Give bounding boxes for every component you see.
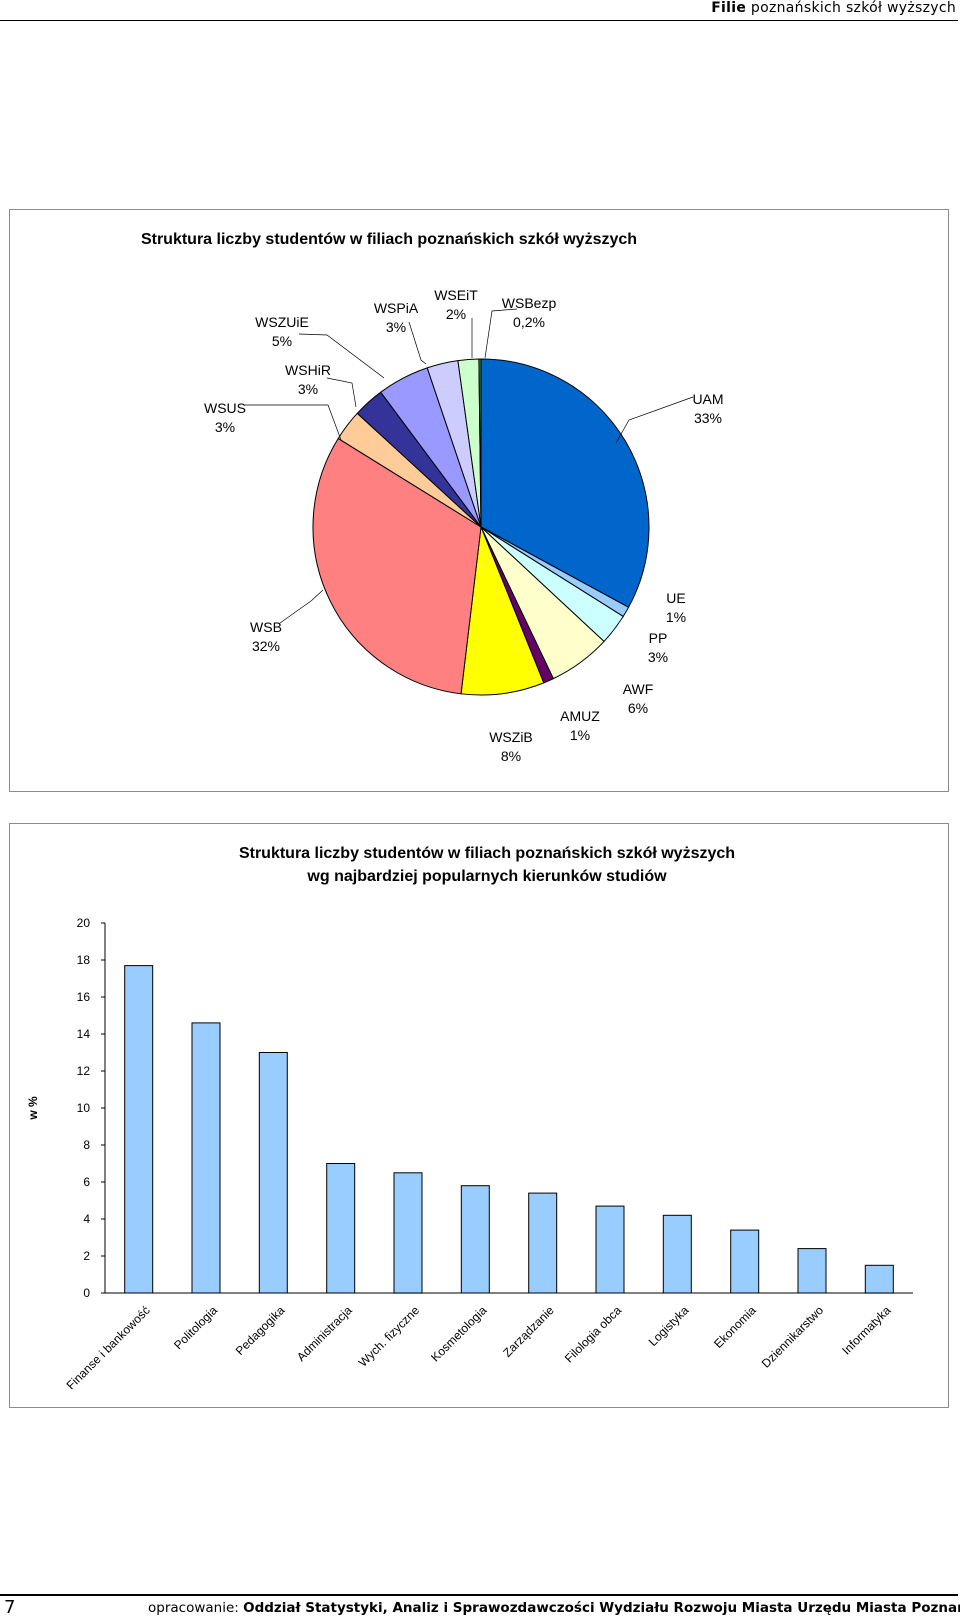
bar-zarzadzanie: [528, 1192, 558, 1294]
pie-leader-wszuie: [298, 333, 385, 379]
bar-filologia-obca: [595, 1205, 625, 1294]
y-tick-label-18: 18: [77, 953, 91, 967]
bar-finanse-i-bankowosc: [124, 965, 154, 1294]
pie-chart: Struktura liczby studentów w filiach poz…: [141, 231, 724, 764]
x-tick-label-logistyka: Logistyka: [646, 1303, 692, 1349]
y-tick-label-16: 16: [77, 990, 91, 1004]
y-tick-label-8: 8: [83, 1138, 90, 1152]
pie-label-wseit: WSEiT: [434, 287, 478, 303]
x-tick-label-administracja: Administracja: [294, 1303, 355, 1364]
pie-chart-box: Struktura liczby studentów w filiach poz…: [9, 209, 949, 792]
y-axis-label: w %: [26, 1096, 40, 1121]
pie-label-wsb: WSB: [250, 619, 282, 635]
y-tick-label-4: 4: [83, 1212, 90, 1226]
pie-label-wsus: WSUS: [204, 400, 246, 416]
y-tick-label-2: 2: [83, 1249, 90, 1263]
footer-author: Oddział Statystyki, Analiz i Sprawozdawc…: [243, 1600, 960, 1616]
x-tick-label-finanse-i-bankowosc: Finanse i bankowość: [64, 1303, 153, 1392]
bar-chart-box: Struktura liczby studentów w filiach poz…: [9, 823, 949, 1408]
pie-label-pp: PP: [649, 630, 668, 646]
pie-value-wszuie: 5%: [272, 333, 292, 349]
pie-leader-wshir: [326, 377, 357, 408]
bar-chart-subtitle: wg najbardziej popularnych kierunków stu…: [306, 868, 667, 885]
y-tick-label-20: 20: [77, 916, 91, 930]
pie-value-ue: 1%: [666, 609, 686, 625]
x-tick-label-ekonomia: Ekonomia: [711, 1303, 759, 1351]
bar-administracja: [326, 1163, 356, 1294]
pie-value-wszib: 8%: [501, 748, 521, 764]
pie-value-pp: 3%: [648, 649, 668, 665]
bar-politologia: [191, 1022, 221, 1294]
pie-slice-uam: [480, 358, 650, 608]
x-tick-label-wych-fizyczne: Wych. fizyczne: [356, 1303, 423, 1370]
y-tick-label-12: 12: [77, 1064, 91, 1078]
x-tick-label-informatyka: Informatyka: [839, 1303, 893, 1357]
bar-chart: Struktura liczby studentów w filiach poz…: [26, 845, 913, 1392]
pie-slice-wsbezp: [478, 358, 482, 528]
bar-logistyka: [662, 1214, 692, 1294]
x-tick-label-pedagogika: Pedagogika: [233, 1303, 288, 1358]
pie-slice-wsb: [312, 437, 482, 695]
pie-value-wsb: 32%: [252, 638, 280, 654]
footer-credit: opracowanie: Oddział Statystyki, Analiz …: [148, 1600, 960, 1616]
x-tick-label-zarzadzanie: Zarządzanie: [500, 1303, 557, 1360]
header-title-bold: Filie: [711, 0, 747, 16]
pie-leader-wsbezp: [484, 308, 518, 359]
y-tick-label-14: 14: [77, 1027, 91, 1041]
bar-kosmetologia: [460, 1185, 490, 1294]
pie-label-amuz: AMUZ: [560, 708, 600, 724]
y-tick-label-0: 0: [83, 1286, 90, 1300]
pie-value-wsus: 3%: [215, 419, 235, 435]
pie-value-wsbezp: 0,2%: [513, 314, 545, 330]
pie-label-wshir: WSHiR: [285, 362, 331, 378]
footer-divider: [0, 1594, 958, 1596]
pie-value-amuz: 1%: [570, 727, 590, 743]
pie-chart-title: Struktura liczby studentów w filiach poz…: [141, 231, 637, 248]
bar-informatyka: [864, 1264, 894, 1294]
bar-wych-fizyczne: [393, 1172, 423, 1294]
x-tick-label-dziennikarstwo: Dziennikarstwo: [759, 1303, 827, 1371]
pie-label-wsbezp: WSBezp: [502, 295, 557, 311]
y-tick-label-6: 6: [83, 1175, 90, 1189]
pie-leader-wsus: [245, 404, 342, 441]
pie-label-awf: AWF: [623, 681, 654, 697]
page-number: 7: [4, 1597, 16, 1618]
pie-label-ue: UE: [666, 590, 685, 606]
pie-leader-wspia: [408, 321, 427, 365]
pie-label-wspia: WSPiA: [374, 300, 419, 316]
pie-label-wszib: WSZiB: [489, 729, 533, 745]
pie-value-wseit: 2%: [446, 306, 466, 322]
bar-dziennikarstwo: [797, 1248, 827, 1294]
pie-label-uam: UAM: [692, 391, 723, 407]
bar-ekonomia: [730, 1229, 760, 1294]
pie-value-uam: 33%: [694, 410, 722, 426]
page-header: Filie poznańskich szkół wyższych: [0, 0, 958, 21]
pie-leader-uam: [615, 396, 694, 444]
x-tick-label-politologia: Politologia: [171, 1303, 220, 1352]
header-title-rest: poznańskich szkół wyższych: [750, 0, 956, 16]
pie-label-wszuie: WSZUiE: [255, 314, 309, 330]
pie-value-awf: 6%: [628, 700, 648, 716]
bar-chart-title: Struktura liczby studentów w filiach poz…: [239, 845, 735, 862]
pie-leader-wsb: [279, 589, 324, 624]
x-tick-label-filologia-obca: Filologia obca: [562, 1303, 624, 1365]
header-title: Filie poznańskich szkół wyższych: [711, 0, 956, 16]
pie-value-wspia: 3%: [386, 319, 406, 335]
y-tick-label-10: 10: [77, 1101, 91, 1115]
bar-pedagogika: [258, 1052, 288, 1294]
footer-prefix: opracowanie:: [148, 1600, 239, 1616]
pie-value-wshir: 3%: [298, 381, 318, 397]
x-tick-label-kosmetologia: Kosmetologia: [428, 1303, 490, 1365]
